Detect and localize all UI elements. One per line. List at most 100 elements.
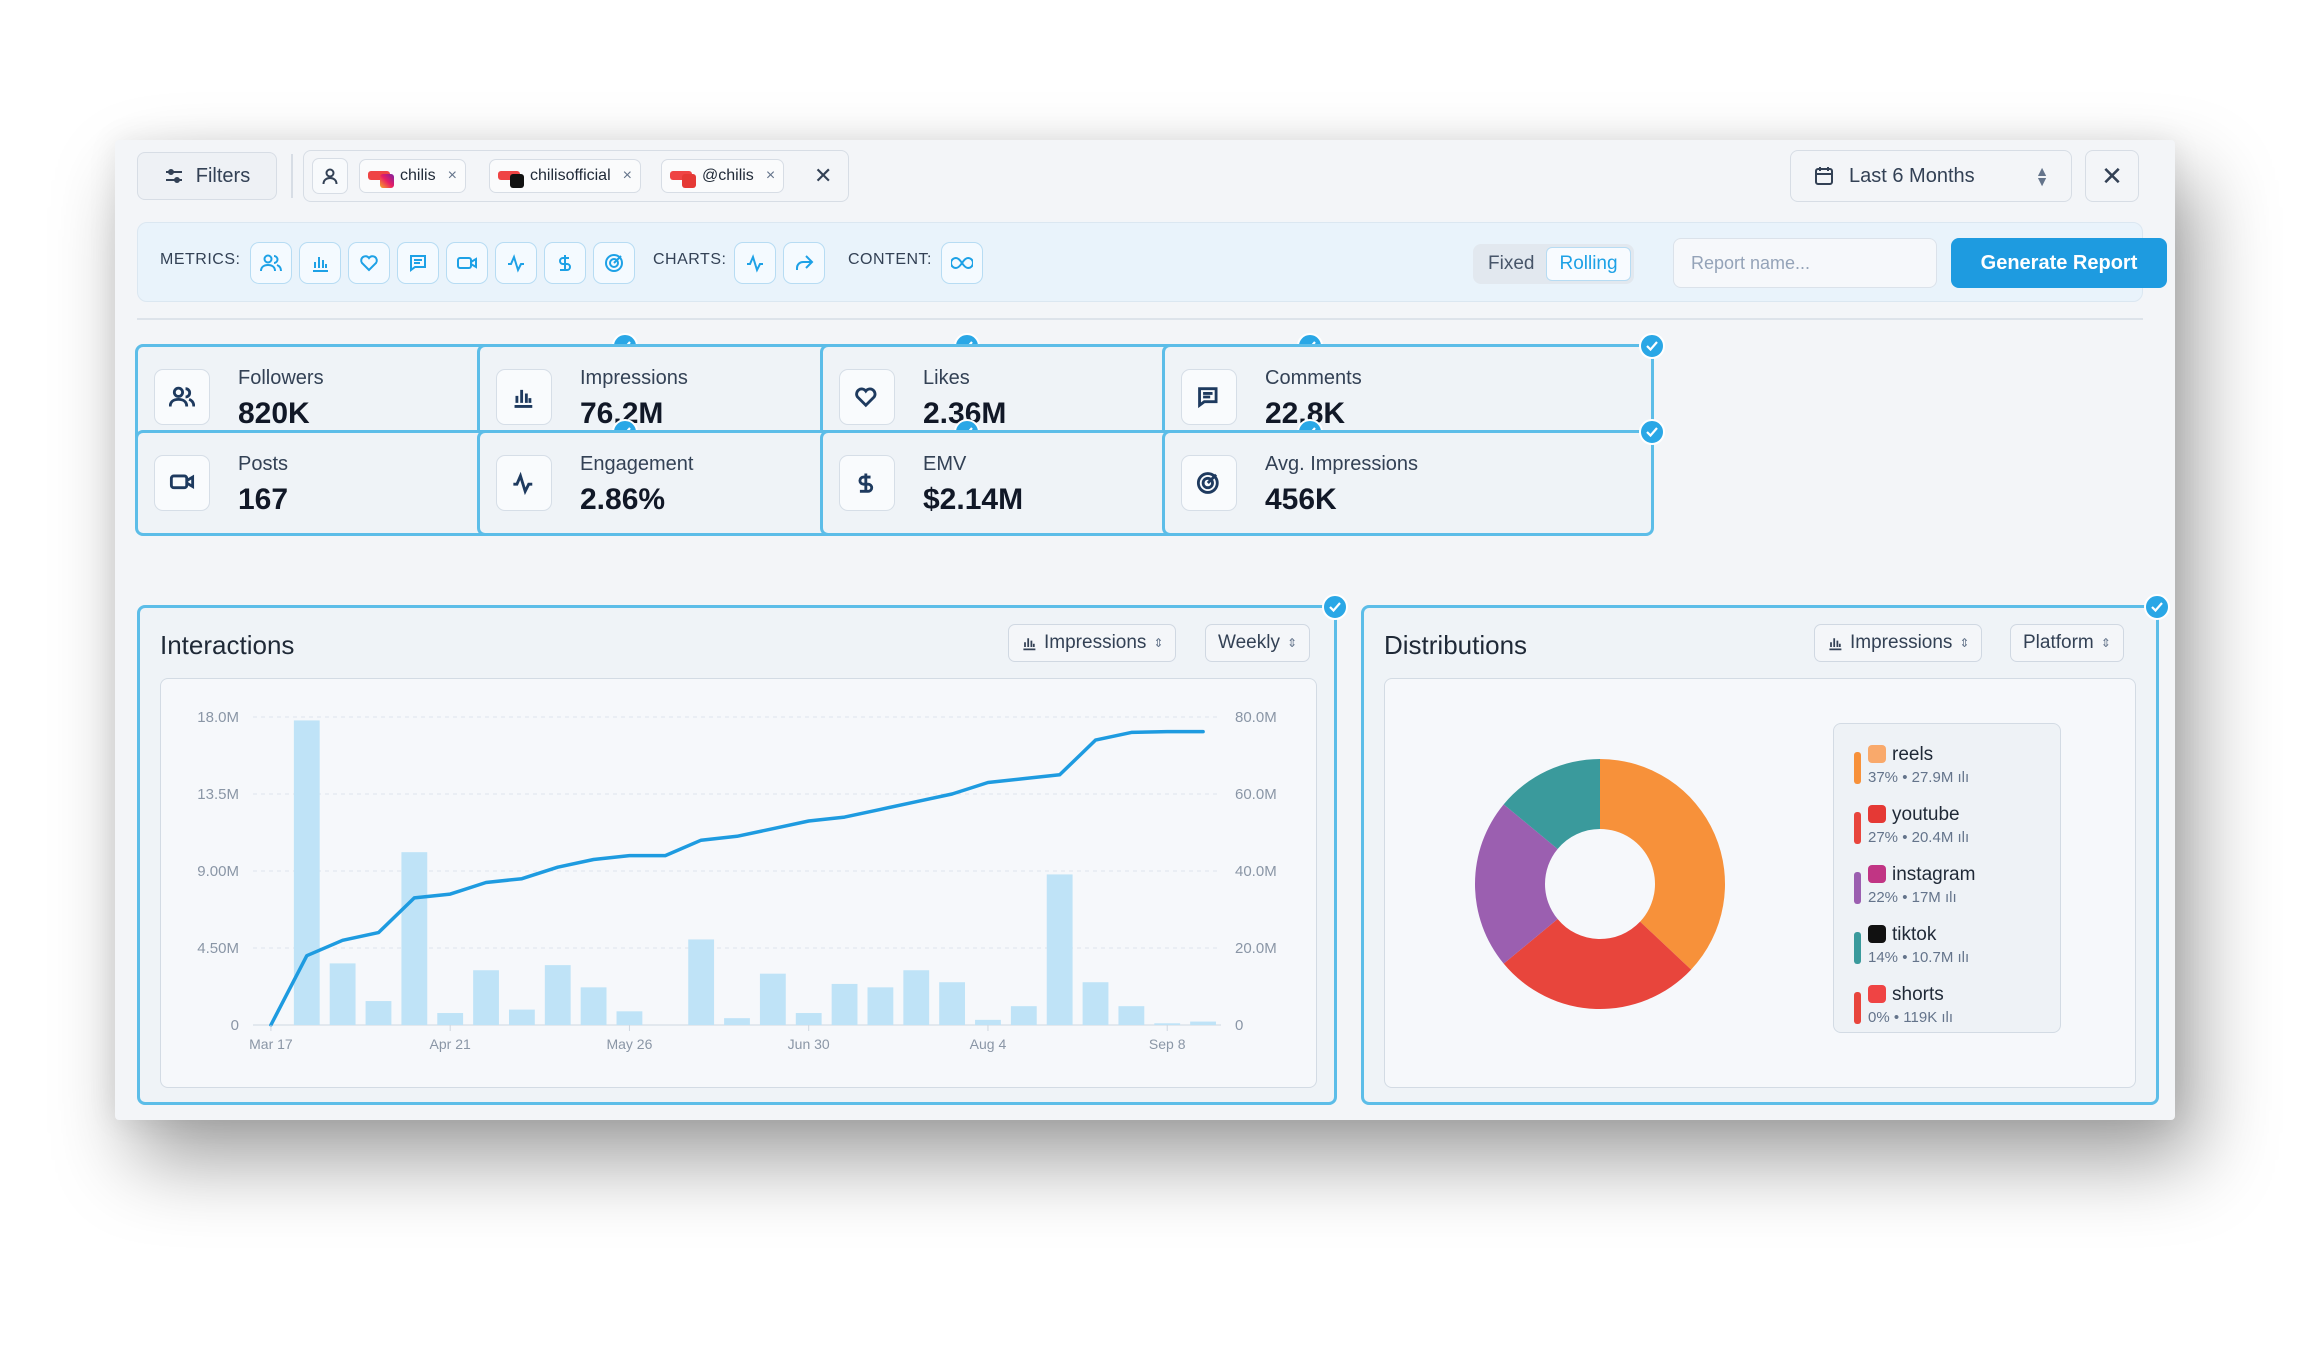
- bar-may-26: [616, 1011, 643, 1025]
- bar-mar-31: [329, 963, 356, 1025]
- bar-apr-28: [473, 970, 499, 1025]
- legend-label: youtube: [1892, 804, 1960, 825]
- account-picker-button[interactable]: [312, 158, 348, 194]
- stat-icon-box: [839, 369, 895, 425]
- y2-tick-label: 40.0M: [1235, 863, 1277, 880]
- legend-color-swatch: [1854, 872, 1861, 904]
- chart-toggle-share[interactable]: [783, 242, 825, 284]
- stat-icon-box: [154, 369, 210, 425]
- heart-icon: [360, 255, 378, 272]
- legend-color-swatch: [1854, 992, 1861, 1024]
- report-name-input[interactable]: Report name...: [1673, 238, 1937, 288]
- metric-toggle-followers[interactable]: [250, 242, 292, 284]
- dashboard-window: Filters chilis × chilisofficial × @chili…: [115, 140, 2175, 1120]
- bar-jul-14: [867, 987, 894, 1025]
- chip-remove-icon[interactable]: ×: [447, 167, 457, 184]
- chip-remove-icon[interactable]: ×: [765, 167, 776, 184]
- x-tick-label: May 26: [606, 1036, 652, 1052]
- youtube-icon: [1868, 805, 1886, 823]
- clear-accounts-button[interactable]: ✕: [814, 163, 833, 188]
- donut-slice-tiktok[interactable]: [1503, 759, 1600, 849]
- y-tick-label: 9.00M: [197, 863, 239, 880]
- bar-jun-16: [724, 1018, 750, 1025]
- selected-check-icon: [1322, 594, 1348, 620]
- legend-label: instagram: [1892, 864, 1976, 885]
- line-chart-icon: [747, 254, 763, 273]
- distributions-chart-area: reels 37% • 27.9M ılı youtube 27% • 20.4M ı…: [1384, 678, 2136, 1088]
- bar-jun-9: [688, 939, 715, 1025]
- bar-jun-30: [795, 1013, 822, 1025]
- charts-label: CHARTS:: [653, 251, 727, 268]
- stat-icon-box: [1181, 455, 1237, 511]
- donut-slice-reels[interactable]: [1600, 759, 1725, 970]
- user-icon: [322, 168, 338, 185]
- updown-icon: ⇕: [1286, 636, 1298, 650]
- metric-toggle-emv[interactable]: [544, 242, 586, 284]
- interactions-chart-area: 0 4.50M 9.00M 13.5M 18.0M 0 20.0M 40.0M 60.0M 80.…: [160, 678, 1317, 1088]
- distributions-metric-select[interactable]: Impressions ⇕: [1814, 624, 1983, 662]
- instagram-icon: [368, 166, 394, 188]
- updown-icon: ⇕: [1153, 636, 1164, 650]
- tiktok-icon: [1868, 925, 1886, 943]
- bar-sep-15: [1190, 1021, 1216, 1025]
- generate-report-button[interactable]: Generate Report: [1951, 238, 2167, 288]
- bar-aug-4: [975, 1019, 1001, 1025]
- chip-label: @chilis: [702, 167, 754, 184]
- bar-apr-21: [437, 1013, 464, 1025]
- mode-fixed-button[interactable]: Fixed: [1488, 253, 1535, 274]
- reels-icon: [1868, 745, 1886, 763]
- date-range-select[interactable]: Last 6 Months ▲ ▼: [1790, 150, 2072, 202]
- stat-icon-box: [1181, 369, 1237, 425]
- stat-label: Avg. Impressions: [1265, 453, 1419, 475]
- heart-icon: [855, 387, 877, 408]
- distribution-legend: reels 37% • 27.9M ılı youtube 27% • 20.4M ı…: [1833, 723, 2061, 1033]
- target-icon: [1196, 472, 1219, 494]
- bar-may-19: [580, 987, 607, 1025]
- account-chip-instagram[interactable]: chilis ×: [359, 159, 466, 193]
- account-filter-group: chilis × chilisofficial × @chilis × ✕: [303, 150, 849, 202]
- interactions-chart: 0 4.50M 9.00M 13.5M 18.0M 0 20.0M 40.0M 60.0M 80.…: [197, 709, 1277, 1052]
- metric-toggle-likes[interactable]: [348, 242, 390, 284]
- legend-stats: 22% • 17M ılı: [1868, 889, 1957, 906]
- bar-jul-21: [903, 970, 930, 1025]
- bar-apr-14: [401, 852, 428, 1025]
- legend-color-swatch: [1854, 932, 1861, 964]
- close-button[interactable]: ✕: [2085, 150, 2139, 202]
- interactions-period-select[interactable]: Weekly ⇕: [1205, 624, 1311, 662]
- metric-toggle-comments[interactable]: [397, 242, 439, 284]
- stat-label: Engagement: [580, 453, 694, 475]
- select-value: Weekly: [1218, 632, 1280, 653]
- bar-jul-7: [831, 983, 858, 1025]
- distribution-donut-chart: [1475, 759, 1725, 1009]
- content-toggle-all[interactable]: [941, 242, 983, 284]
- legend-stats: 0% • 119K ılı: [1868, 1009, 1954, 1026]
- stat-label: Comments: [1265, 367, 1362, 389]
- donut-slice-instagram[interactable]: [1475, 804, 1558, 964]
- distributions-group-select[interactable]: Platform ⇕: [2010, 624, 2124, 662]
- chart-toggle-line[interactable]: [734, 242, 776, 284]
- account-chip-tiktok[interactable]: chilisofficial ×: [489, 159, 641, 193]
- distributions-title: Distributions: [1384, 630, 1528, 660]
- metric-toggle-posts[interactable]: [446, 242, 488, 284]
- metric-toggle-avg-impressions[interactable]: [593, 242, 635, 284]
- account-chip-youtube[interactable]: @chilis ×: [661, 159, 785, 193]
- dollar-icon: [559, 255, 571, 271]
- stat-value: 167: [238, 483, 289, 516]
- mode-rolling-button[interactable]: Rolling: [1546, 247, 1631, 281]
- chip-remove-icon[interactable]: ×: [622, 167, 632, 184]
- metric-toggle-engagement[interactable]: [495, 242, 537, 284]
- chip-label: chilisofficial: [530, 167, 611, 184]
- stat-card-avg-impressions[interactable]: Avg. Impressions 456K: [1162, 419, 1665, 536]
- bar-chart-icon: [514, 389, 533, 408]
- donut-slice-youtube[interactable]: [1503, 919, 1692, 1009]
- stat-label: Posts: [238, 453, 289, 475]
- comment-icon: [1198, 387, 1218, 409]
- filters-button[interactable]: Filters: [137, 152, 277, 200]
- chip-label: chilis: [400, 167, 436, 184]
- interactions-metric-select[interactable]: Impressions ⇕: [1008, 624, 1177, 662]
- video-icon: [457, 257, 477, 269]
- interactions-title: Interactions: [160, 630, 295, 660]
- stat-icon-box: [839, 455, 895, 511]
- metric-toggle-impressions[interactable]: [299, 242, 341, 284]
- bar-chart-icon: [1023, 638, 1036, 651]
